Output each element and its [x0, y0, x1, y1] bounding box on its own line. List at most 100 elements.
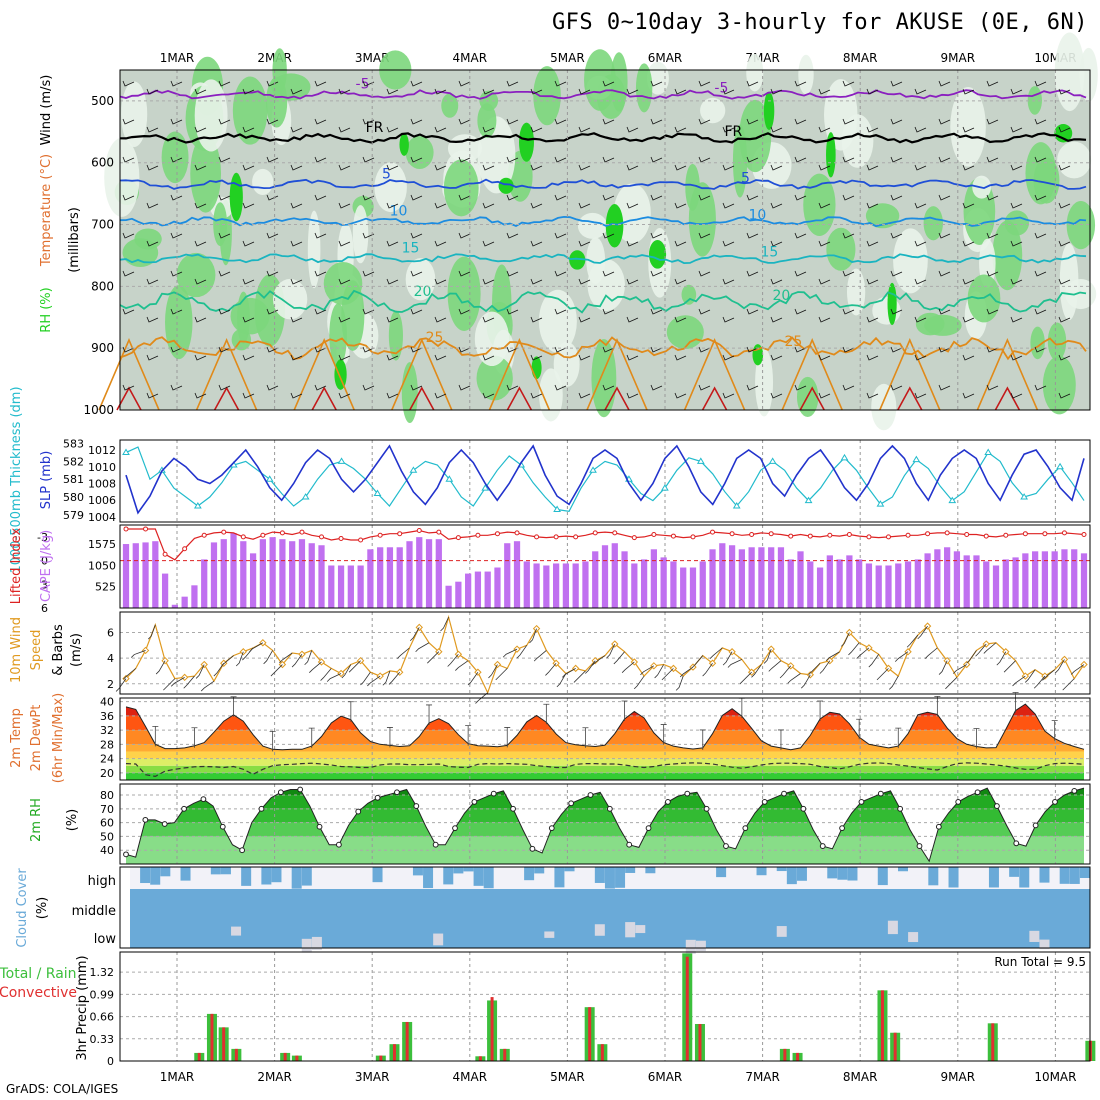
wind-barb	[458, 194, 471, 201]
cape-bar	[621, 551, 628, 608]
pressure-tick-label: 800	[91, 279, 114, 293]
temp-contour-label: 25	[784, 334, 802, 350]
rh-dry-area	[374, 162, 407, 213]
wind-barb	[338, 392, 351, 399]
cape-bar	[1051, 551, 1058, 608]
rh-marker	[239, 847, 246, 854]
wind-tick-label: 6	[107, 627, 114, 640]
wind-barb	[938, 308, 951, 315]
precip-axis-label: 3hr Precip (mm)	[75, 955, 90, 1060]
wind-barb-10m	[279, 652, 293, 664]
lifted-index-line	[126, 528, 1085, 561]
wind-barb	[890, 346, 903, 353]
wind-barb-10m	[679, 666, 694, 678]
wind-barb	[434, 240, 447, 247]
wind-tick-label: 2	[107, 678, 114, 691]
wind-barb	[218, 346, 231, 353]
cape-bar	[259, 539, 266, 608]
lifted-index-marker	[377, 532, 383, 538]
wind-barb	[338, 316, 351, 323]
wind-barb	[866, 240, 879, 247]
date-label-bottom: 7MAR	[745, 1070, 780, 1084]
wind-barb	[122, 156, 135, 163]
wind-barb	[218, 80, 231, 87]
rh-dry-area	[1079, 47, 1098, 102]
cape-bar	[807, 561, 814, 608]
lifted-index-marker	[885, 534, 891, 540]
wind-barb	[242, 354, 255, 361]
cloud-high-bar	[261, 867, 272, 885]
rh-marker	[723, 843, 729, 849]
precip-convective-bar	[685, 956, 689, 1061]
wind-barb	[962, 354, 975, 361]
wind-barb-10m	[722, 651, 733, 666]
wind-barb	[242, 278, 255, 285]
lifted-index-marker	[514, 530, 520, 536]
wind-barb	[242, 164, 255, 171]
wind-barb-10m	[533, 650, 547, 662]
lifted-index-marker	[846, 531, 852, 537]
wind-speed-marker	[650, 662, 658, 670]
wind-barb	[722, 278, 735, 285]
wind-barb	[1010, 240, 1023, 247]
wind-barb	[578, 164, 591, 171]
wind-barb	[842, 194, 855, 201]
wind-barb	[146, 126, 159, 133]
rh-marker	[142, 816, 149, 823]
cloud-high-bar	[241, 867, 252, 886]
cloud-high-bar	[443, 867, 454, 885]
slp-tick-label: 1006	[88, 494, 116, 507]
cape-bar	[904, 561, 912, 608]
wind-barb	[674, 278, 687, 285]
cape-bar	[944, 547, 951, 608]
temp-band	[126, 751, 1084, 759]
cape-bar	[582, 561, 589, 608]
wind-barb-10m	[691, 655, 704, 669]
wind-barb	[578, 126, 591, 133]
cape-bar	[748, 547, 755, 608]
cape-bar	[142, 542, 149, 608]
temp-contour-5	[119, 178, 1087, 190]
rh-marker	[761, 799, 768, 805]
rh-marker	[877, 790, 884, 797]
precip-convective-bar	[405, 1021, 409, 1061]
cloud-axis-label: (%)	[35, 897, 50, 920]
wind-barb	[866, 354, 879, 361]
temp-contour-25-peak	[195, 337, 258, 411]
cape-bar	[836, 559, 843, 608]
precip-convective-bar	[600, 1044, 604, 1061]
wind-barb-10m	[983, 642, 997, 654]
cape-bar	[914, 559, 921, 608]
temp-minmax-bar	[191, 727, 198, 748]
rh-marker	[645, 825, 652, 832]
cape-bar	[846, 555, 853, 608]
cape-bar	[513, 541, 521, 608]
wind-barb	[410, 346, 423, 353]
thickness-marker	[589, 466, 597, 473]
rh-marker	[568, 800, 575, 807]
wind-barb	[482, 240, 495, 247]
wind-barb	[626, 392, 639, 399]
wind-barb-10m	[163, 678, 176, 691]
temp-minmax-bar	[817, 700, 824, 722]
rh-dry-area	[846, 268, 866, 316]
cape-bar	[367, 549, 374, 608]
cloud-high-bar	[524, 867, 535, 881]
wind-barb	[218, 270, 231, 277]
wind-barb	[1058, 88, 1071, 95]
lifted-index-marker	[788, 533, 794, 539]
wind-barb	[314, 156, 327, 163]
wind-barb-10m	[221, 655, 234, 667]
rh-marker	[587, 792, 594, 798]
wind-barb-10m	[640, 665, 655, 676]
lifted-index-marker	[494, 531, 500, 537]
rh-moist-area	[134, 228, 162, 250]
precip-convective-bar	[880, 990, 884, 1061]
wind-barb-10m	[856, 647, 870, 659]
wind-barb-10m	[360, 671, 371, 686]
temp-axis-label: (6hr Min/Max)	[51, 693, 66, 783]
cloud-high-bar	[1059, 867, 1070, 884]
wind-barb	[338, 278, 351, 285]
wind-barb-10m	[348, 660, 361, 673]
precip-convective-bar	[991, 1023, 995, 1061]
